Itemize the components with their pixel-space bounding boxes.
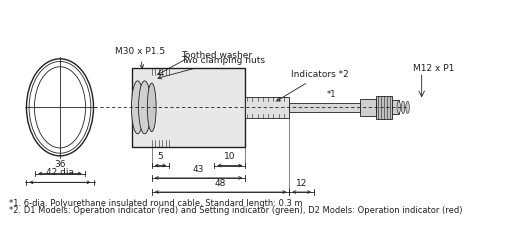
Text: *1. 6-dia. Polyurethane insulated round cable, Standard length: 0.3 m: *1. 6-dia. Polyurethane insulated round … (9, 199, 303, 208)
Text: 12: 12 (296, 179, 307, 188)
Text: Indicators *2: Indicators *2 (277, 70, 349, 101)
Text: M30 x P1.5: M30 x P1.5 (114, 47, 165, 68)
Ellipse shape (401, 101, 405, 114)
Bar (360, 99, 376, 116)
Text: 43: 43 (193, 165, 204, 173)
Bar (376, 96, 392, 119)
Text: M12 x P1: M12 x P1 (413, 64, 454, 73)
Bar (132, 68, 245, 147)
Text: Toothed washer: Toothed washer (181, 51, 252, 60)
Ellipse shape (397, 101, 400, 114)
Text: 10: 10 (224, 152, 236, 161)
Text: 5: 5 (157, 152, 163, 161)
Text: *1: *1 (326, 90, 336, 99)
Bar (245, 97, 290, 118)
Ellipse shape (147, 83, 156, 132)
Ellipse shape (138, 81, 151, 134)
Text: Two clamping nuts: Two clamping nuts (158, 56, 265, 79)
Bar (290, 103, 360, 112)
Text: *2. D1 Models: Operation indicator (red) and Setting indicator (green), D2 Model: *2. D1 Models: Operation indicator (red)… (9, 206, 463, 215)
Text: 42 dia.: 42 dia. (46, 168, 77, 177)
Bar (392, 100, 399, 114)
Text: 48: 48 (215, 179, 226, 188)
Ellipse shape (406, 101, 409, 114)
Text: 36: 36 (54, 160, 66, 169)
Ellipse shape (132, 81, 144, 134)
